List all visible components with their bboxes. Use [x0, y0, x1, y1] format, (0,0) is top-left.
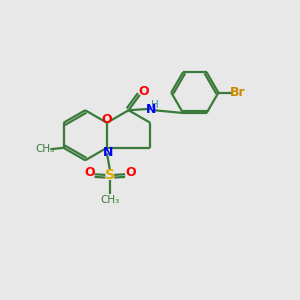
Text: CH₃: CH₃ — [100, 196, 119, 206]
Text: O: O — [138, 85, 148, 98]
Text: H: H — [151, 100, 159, 110]
Text: O: O — [102, 113, 112, 126]
Text: CH₃: CH₃ — [35, 144, 55, 154]
Text: Br: Br — [230, 86, 246, 99]
Text: S: S — [105, 168, 115, 182]
Text: O: O — [84, 166, 94, 179]
Text: N: N — [146, 103, 156, 116]
Text: N: N — [103, 146, 114, 159]
Text: O: O — [125, 166, 136, 179]
